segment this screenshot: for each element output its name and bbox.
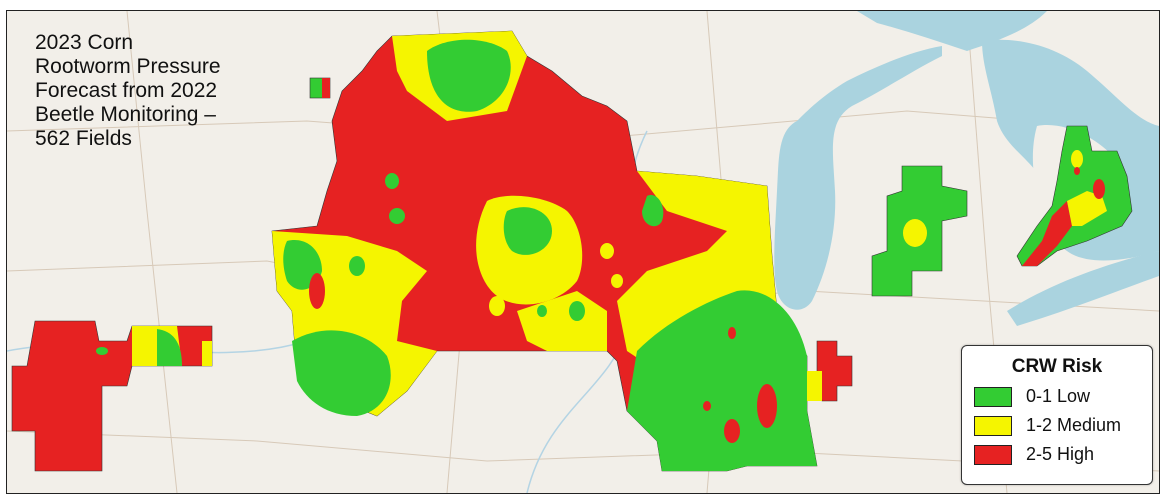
legend: CRW Risk 0-1 Low 1-2 Medium 2-5 High bbox=[961, 345, 1153, 485]
legend-label-high: 2-5 High bbox=[1026, 444, 1095, 464]
legend-swatch-medium bbox=[974, 415, 1012, 436]
legend-swatch-high bbox=[974, 444, 1012, 465]
legend-item-low: 0-1 Low bbox=[974, 386, 1152, 407]
lake-erie bbox=[1007, 251, 1159, 326]
legend-item-high: 2-5 High bbox=[974, 444, 1152, 465]
legend-label-medium: 1-2 Medium bbox=[1026, 415, 1122, 435]
lake-superior bbox=[857, 11, 1047, 51]
map-title: 2023 Corn Rootworm Pressure Forecast fro… bbox=[35, 31, 221, 150]
risk-region-northwest-square bbox=[309, 77, 331, 99]
risk-region-main bbox=[271, 30, 818, 472]
lake-michigan bbox=[774, 46, 942, 310]
risk-region-indiana-east bbox=[807, 340, 853, 402]
legend-item-medium: 1-2 Medium bbox=[974, 415, 1152, 436]
map-canvas[interactable] bbox=[7, 11, 1159, 493]
risk-region-east-michigan bbox=[1016, 125, 1133, 267]
map-frame[interactable]: 2023 Corn Rootworm Pressure Forecast fro… bbox=[6, 10, 1160, 494]
legend-label-low: 0-1 Low bbox=[1026, 386, 1091, 406]
legend-swatch-low bbox=[974, 386, 1012, 407]
risk-region-west-michigan bbox=[871, 165, 968, 297]
risk-region-southwest bbox=[11, 320, 213, 472]
legend-title: CRW Risk bbox=[1011, 356, 1103, 377]
